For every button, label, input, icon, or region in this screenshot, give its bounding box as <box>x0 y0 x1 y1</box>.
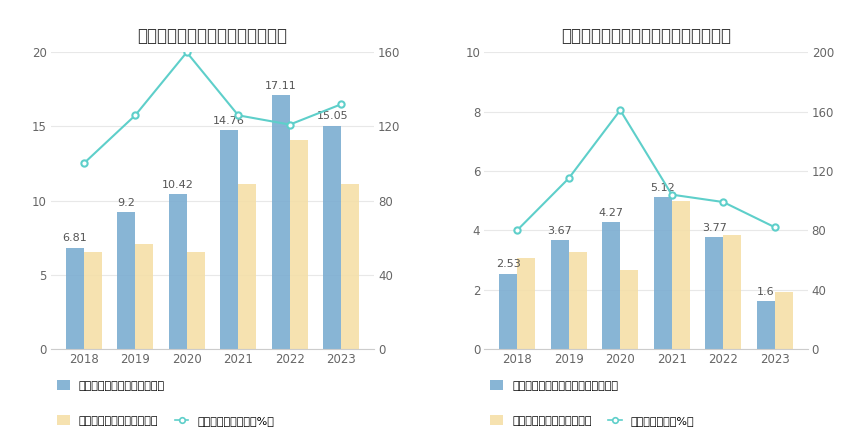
Bar <box>775 293 793 349</box>
Bar <box>220 130 238 349</box>
Bar <box>723 235 741 349</box>
Text: 3.77: 3.77 <box>702 223 727 232</box>
Bar <box>620 270 638 349</box>
Text: 10.42: 10.42 <box>162 180 194 190</box>
Text: 1.6: 1.6 <box>757 287 774 297</box>
Bar <box>499 274 517 349</box>
Bar <box>187 252 205 349</box>
Bar <box>83 252 102 349</box>
Bar <box>602 222 620 349</box>
Bar <box>672 201 690 349</box>
Bar <box>168 194 187 349</box>
Title: 历年经营现金流净额、归母净利润情况: 历年经营现金流净额、归母净利润情况 <box>561 27 731 45</box>
Bar <box>323 126 342 349</box>
Text: 9.2: 9.2 <box>117 198 135 208</box>
Bar <box>238 184 257 349</box>
Text: 15.05: 15.05 <box>316 111 348 121</box>
Text: 5.12: 5.12 <box>650 183 675 193</box>
Text: 4.27: 4.27 <box>598 208 624 218</box>
Bar <box>517 259 536 349</box>
Bar <box>706 237 723 349</box>
Bar <box>135 244 153 349</box>
Bar <box>654 197 672 349</box>
Text: 3.67: 3.67 <box>547 225 572 235</box>
Text: 14.76: 14.76 <box>213 116 245 126</box>
Legend: 左轴：营业总收入（亿元）, 右轴：营收现金比（%）: 左轴：营业总收入（亿元）, 右轴：营收现金比（%） <box>57 416 274 426</box>
Bar <box>569 252 586 349</box>
Legend: 左轴：归母净利润（亿元）, 右轴：净现比（%）: 左轴：归母净利润（亿元）, 右轴：净现比（%） <box>490 416 694 426</box>
Bar <box>342 184 360 349</box>
Bar <box>117 212 135 349</box>
Bar <box>65 248 83 349</box>
Bar <box>290 140 308 349</box>
Bar <box>551 240 569 349</box>
Bar <box>272 95 290 349</box>
Bar <box>756 301 775 349</box>
Text: 2.53: 2.53 <box>496 259 520 269</box>
Text: 6.81: 6.81 <box>62 233 87 243</box>
Title: 历年经营现金流入、营业收入情况: 历年经营现金流入、营业收入情况 <box>138 27 287 45</box>
Text: 17.11: 17.11 <box>265 81 297 91</box>
